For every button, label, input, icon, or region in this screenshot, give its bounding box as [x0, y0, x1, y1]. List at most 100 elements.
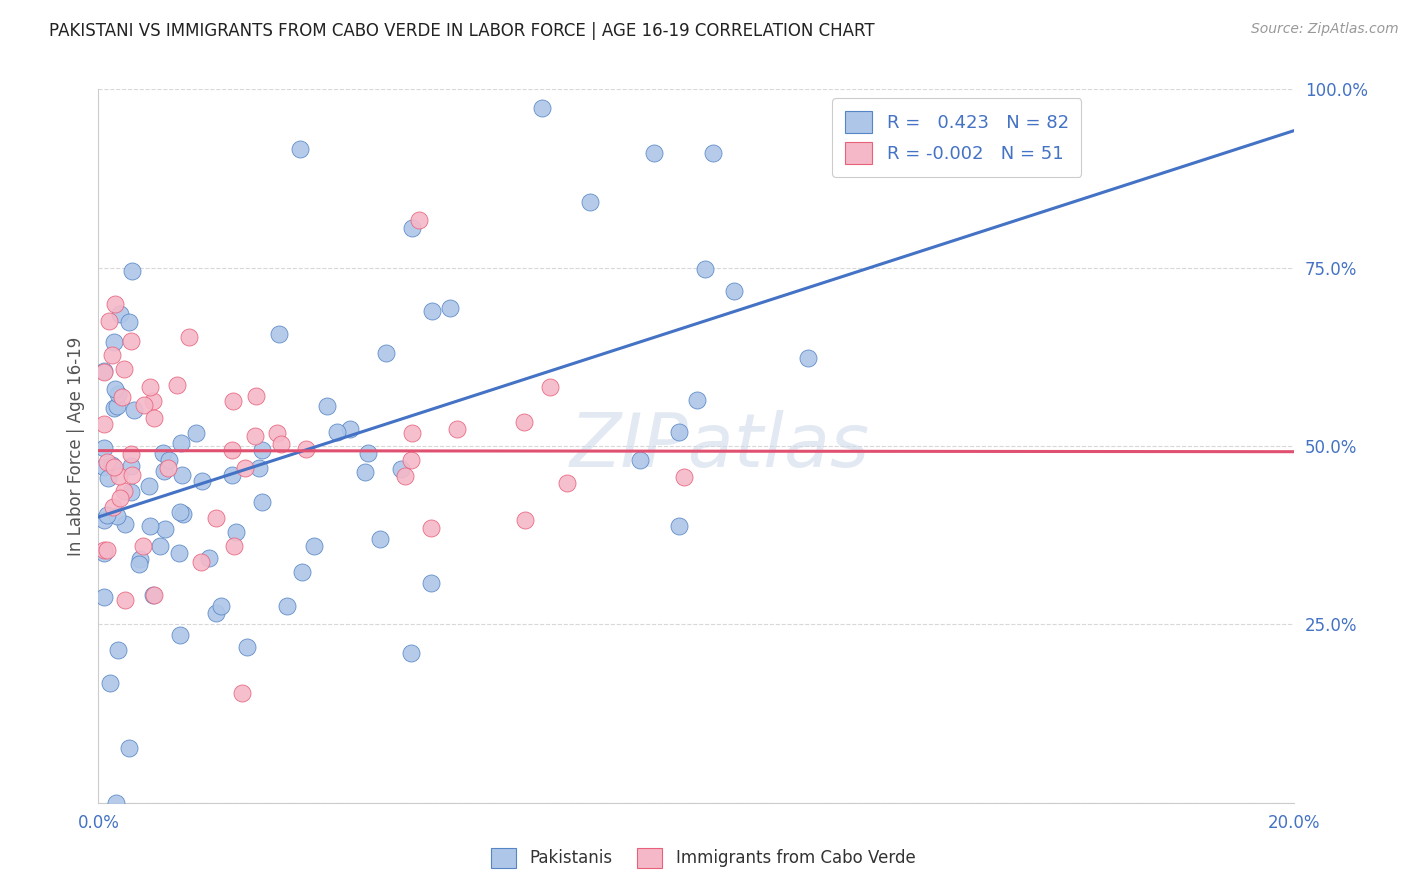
- Point: [702, 145, 724, 160]
- Point: [149, 539, 172, 553]
- Point: [152, 445, 174, 459]
- Point: [114, 484, 136, 499]
- Point: [512, 415, 534, 429]
- Point: [114, 517, 136, 532]
- Point: [93, 513, 115, 527]
- Point: [245, 429, 267, 443]
- Point: [108, 307, 131, 321]
- Point: [205, 511, 228, 525]
- Point: [221, 442, 243, 457]
- Point: [93, 459, 115, 474]
- Point: [197, 551, 219, 566]
- Point: [446, 422, 468, 436]
- Point: [266, 426, 288, 441]
- Point: [628, 453, 651, 467]
- Point: [142, 394, 165, 409]
- Point: [167, 546, 190, 560]
- Point: [316, 399, 339, 413]
- Point: [108, 469, 131, 483]
- Point: [252, 443, 274, 458]
- Point: [172, 507, 194, 521]
- Point: [205, 606, 228, 620]
- Point: [643, 145, 665, 160]
- Point: [221, 468, 243, 483]
- Point: [225, 525, 247, 540]
- Point: [420, 304, 443, 318]
- Point: [222, 540, 245, 554]
- Text: PAKISTANI VS IMMIGRANTS FROM CABO VERDE IN LABOR FORCE | AGE 16-19 CORRELATION C: PAKISTANI VS IMMIGRANTS FROM CABO VERDE …: [49, 22, 875, 40]
- Point: [354, 465, 377, 479]
- Point: [531, 101, 554, 115]
- Point: [170, 436, 193, 450]
- Point: [114, 593, 136, 607]
- Point: [134, 398, 156, 412]
- Point: [120, 485, 142, 500]
- Point: [302, 539, 325, 553]
- Point: [153, 522, 176, 536]
- Point: [695, 262, 717, 277]
- Point: [389, 461, 412, 475]
- Point: [723, 284, 745, 298]
- Point: [231, 686, 253, 700]
- Point: [579, 194, 602, 209]
- Point: [270, 437, 292, 451]
- Point: [121, 264, 143, 278]
- Point: [96, 542, 118, 557]
- Point: [128, 557, 150, 571]
- Point: [105, 509, 128, 524]
- Text: ZIPatlas: ZIPatlas: [569, 410, 870, 482]
- Point: [295, 442, 318, 456]
- Point: [374, 346, 396, 360]
- Point: [290, 142, 312, 156]
- Point: [120, 334, 142, 349]
- Point: [250, 495, 273, 509]
- Point: [138, 479, 160, 493]
- Point: [153, 464, 176, 478]
- Point: [120, 447, 142, 461]
- Point: [118, 315, 141, 329]
- Point: [105, 399, 128, 413]
- Point: [142, 411, 165, 425]
- Point: [98, 313, 121, 327]
- Y-axis label: In Labor Force | Age 16-19: In Labor Force | Age 16-19: [66, 336, 84, 556]
- Point: [93, 363, 115, 377]
- Point: [104, 382, 127, 396]
- Point: [339, 422, 361, 436]
- Point: [96, 508, 118, 522]
- Point: [233, 460, 256, 475]
- Point: [110, 390, 132, 404]
- Point: [103, 401, 125, 416]
- Point: [129, 551, 152, 566]
- Point: [408, 213, 430, 227]
- Point: [555, 476, 578, 491]
- Point: [235, 640, 257, 655]
- Point: [93, 417, 115, 432]
- Point: [540, 379, 562, 393]
- Point: [103, 460, 125, 475]
- Point: [420, 576, 443, 591]
- Point: [401, 646, 423, 660]
- Point: [368, 532, 391, 546]
- Point: [142, 589, 165, 603]
- Point: [515, 512, 537, 526]
- Legend: Pakistanis, Immigrants from Cabo Verde: Pakistanis, Immigrants from Cabo Verde: [484, 841, 922, 875]
- Point: [245, 389, 267, 403]
- Point: [169, 628, 191, 642]
- Point: [142, 588, 165, 602]
- Point: [120, 459, 142, 474]
- Point: [118, 740, 141, 755]
- Point: [93, 546, 115, 560]
- Point: [672, 470, 695, 484]
- Legend: R =   0.423   N = 82, R = -0.002   N = 51: R = 0.423 N = 82, R = -0.002 N = 51: [832, 98, 1081, 177]
- Point: [439, 301, 461, 316]
- Point: [184, 426, 207, 441]
- Point: [209, 599, 232, 613]
- Point: [221, 394, 243, 409]
- Point: [169, 504, 191, 518]
- Point: [357, 446, 380, 460]
- Point: [190, 474, 212, 488]
- Point: [101, 500, 124, 514]
- Point: [394, 469, 416, 483]
- Point: [401, 221, 423, 235]
- Point: [93, 591, 115, 605]
